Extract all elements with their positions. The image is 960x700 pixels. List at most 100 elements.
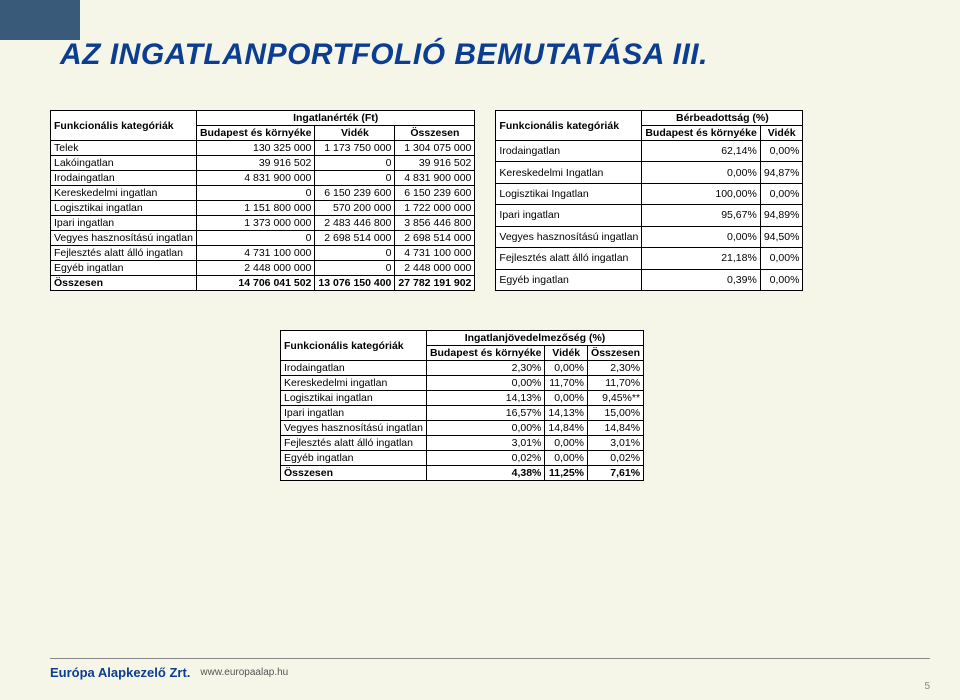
row-label: Vegyes hasznosítású ingatlan xyxy=(496,226,642,247)
table-row: Ipari ingatlan16,57%14,13%15,00% xyxy=(281,406,644,421)
cell-value: 3,01% xyxy=(588,436,644,451)
row-label: Vegyes hasznosítású ingatlan xyxy=(51,231,197,246)
row-label: Ipari ingatlan xyxy=(51,216,197,231)
table-row: Lakóingatlan39 916 502039 916 502 xyxy=(51,156,475,171)
cell-value: 0,00% xyxy=(545,391,588,406)
total-label: Összesen xyxy=(281,466,427,481)
cell-value: 11,70% xyxy=(545,376,588,391)
cell-value: 4 731 100 000 xyxy=(196,246,314,261)
row-header: Funkcionális kategóriák xyxy=(51,111,197,141)
profitability-table: Funkcionális kategóriákIngatlanjövedelme… xyxy=(280,330,644,481)
row-label: Fejlesztés alatt álló ingatlan xyxy=(496,248,642,269)
row-label: Egyéb ingatlan xyxy=(281,451,427,466)
table-row: Vegyes hasznosítású ingatlan0,00%14,84%1… xyxy=(281,421,644,436)
table-row: Telek130 325 0001 173 750 0001 304 075 0… xyxy=(51,141,475,156)
table-row: Kereskedelmi ingatlan0,00%11,70%11,70% xyxy=(281,376,644,391)
cell-value: 2,30% xyxy=(588,361,644,376)
cell-value: 0,00% xyxy=(760,248,803,269)
cell-value: 0,00% xyxy=(760,141,803,162)
cell-value: 3 856 446 800 xyxy=(395,216,475,231)
cell-value: 14,13% xyxy=(426,391,544,406)
cell-value: 570 200 000 xyxy=(315,201,395,216)
cell-value: 0 xyxy=(315,171,395,186)
total-label: Összesen xyxy=(51,276,197,291)
table-row: Vegyes hasznosítású ingatlan0,00%94,50% xyxy=(496,226,803,247)
cell-value: 2 698 514 000 xyxy=(315,231,395,246)
row-label: Logisztikai ingatlan xyxy=(281,391,427,406)
cell-value: 94,89% xyxy=(760,205,803,226)
table-row: Logisztikai Ingatlan100,00%0,00% xyxy=(496,183,803,204)
cell-value: 2 448 000 000 xyxy=(395,261,475,276)
cell-value: 6 150 239 600 xyxy=(395,186,475,201)
cell-value: 1 722 000 000 xyxy=(395,201,475,216)
cell-value: 0,00% xyxy=(760,183,803,204)
footer-url: www.europaalap.hu xyxy=(200,667,288,678)
table-row: Egyéb ingatlan2 448 000 00002 448 000 00… xyxy=(51,261,475,276)
cell-value: 0 xyxy=(196,186,314,201)
cell-value: 1 173 750 000 xyxy=(315,141,395,156)
row-header: Funkcionális kategóriák xyxy=(496,111,642,141)
cell-value: 4 831 900 000 xyxy=(196,171,314,186)
column-header: Budapest és környéke xyxy=(196,126,314,141)
cell-value: 1 373 000 000 xyxy=(196,216,314,231)
total-value: 14 706 041 502 xyxy=(196,276,314,291)
cell-value: 0,02% xyxy=(426,451,544,466)
column-header: Vidék xyxy=(760,126,803,141)
cell-value: 9,45%** xyxy=(588,391,644,406)
row-label: Ipari ingatlan xyxy=(496,205,642,226)
total-value: 13 076 150 400 xyxy=(315,276,395,291)
column-header: Vidék xyxy=(315,126,395,141)
cell-value: 0,02% xyxy=(588,451,644,466)
row-label: Logisztikai ingatlan xyxy=(51,201,197,216)
table-caption: Bérbeadottság (%) xyxy=(642,111,803,126)
table-row: Ipari ingatlan1 373 000 0002 483 446 800… xyxy=(51,216,475,231)
table-row: Fejlesztés alatt álló ingatlan4 731 100 … xyxy=(51,246,475,261)
footer-logo: Európa Alapkezelő Zrt. xyxy=(50,665,190,680)
row-label: Irodaingatlan xyxy=(496,141,642,162)
cell-value: 0,00% xyxy=(760,269,803,290)
cell-value: 62,14% xyxy=(642,141,760,162)
row-label: Irodaingatlan xyxy=(281,361,427,376)
row-label: Telek xyxy=(51,141,197,156)
table-caption: Ingatlanérték (Ft) xyxy=(196,111,474,126)
cell-value: 14,13% xyxy=(545,406,588,421)
cell-value: 4 831 900 000 xyxy=(395,171,475,186)
row-label: Egyéb ingatlan xyxy=(51,261,197,276)
cell-value: 0,00% xyxy=(642,226,760,247)
row-label: Logisztikai Ingatlan xyxy=(496,183,642,204)
page-number: 5 xyxy=(924,681,930,692)
cell-value: 4 731 100 000 xyxy=(395,246,475,261)
row-label: Fejlesztés alatt álló ingatlan xyxy=(51,246,197,261)
table-row: Egyéb ingatlan0,39%0,00% xyxy=(496,269,803,290)
table-row: Irodaingatlan4 831 900 00004 831 900 000 xyxy=(51,171,475,186)
total-value: 11,25% xyxy=(545,466,588,481)
cell-value: 94,87% xyxy=(760,162,803,183)
row-label: Egyéb ingatlan xyxy=(496,269,642,290)
row-label: Irodaingatlan xyxy=(51,171,197,186)
cell-value: 2 698 514 000 xyxy=(395,231,475,246)
cell-value: 39 916 502 xyxy=(196,156,314,171)
cell-value: 100,00% xyxy=(642,183,760,204)
column-header: Összesen xyxy=(395,126,475,141)
cell-value: 0,00% xyxy=(545,451,588,466)
row-label: Ipari ingatlan xyxy=(281,406,427,421)
page-title: AZ INGATLANPORTFOLIÓ BEMUTATÁSA III. xyxy=(60,38,708,72)
row-label: Kereskedelmi ingatlan xyxy=(51,186,197,201)
cell-value: 2 448 000 000 xyxy=(196,261,314,276)
cell-value: 0 xyxy=(315,246,395,261)
footer: Európa Alapkezelő Zrt. www.europaalap.hu xyxy=(50,658,930,680)
table-caption: Ingatlanjövedelmezőség (%) xyxy=(426,331,643,346)
cell-value: 2 483 446 800 xyxy=(315,216,395,231)
column-header: Budapest és környéke xyxy=(426,346,544,361)
cell-value: 95,67% xyxy=(642,205,760,226)
cell-value: 0,00% xyxy=(426,421,544,436)
cell-value: 0,00% xyxy=(426,376,544,391)
table-row: Vegyes hasznosítású ingatlan02 698 514 0… xyxy=(51,231,475,246)
table-row: Egyéb ingatlan0,02%0,00%0,02% xyxy=(281,451,644,466)
cell-value: 1 151 800 000 xyxy=(196,201,314,216)
cell-value: 130 325 000 xyxy=(196,141,314,156)
column-header: Budapest és környéke xyxy=(642,126,760,141)
cell-value: 94,50% xyxy=(760,226,803,247)
cell-value: 6 150 239 600 xyxy=(315,186,395,201)
row-label: Fejlesztés alatt álló ingatlan xyxy=(281,436,427,451)
